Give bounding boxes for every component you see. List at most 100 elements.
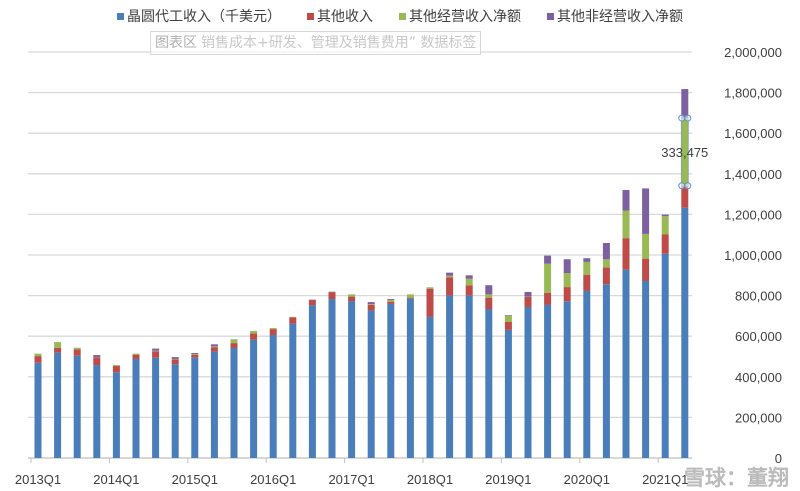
bar-segment-2019Q3-s2 <box>544 263 552 293</box>
y-tick-label: 800,000 <box>735 289 782 304</box>
bar-segment-2017Q3-s0 <box>387 303 395 458</box>
bar-segment-2018Q2-s3 <box>446 272 454 276</box>
bar-segment-2019Q4-s0 <box>563 301 571 458</box>
bar-segment-2017Q3-s3 <box>387 299 395 301</box>
bar-segment-2014Q4-s3 <box>171 357 179 359</box>
x-tick-label: 2014Q1 <box>93 472 139 487</box>
bar-segment-2017Q2-s3 <box>367 302 375 305</box>
legend: 晶圆代工收入（千美元） 其他收入 其他经营收入净额 其他非经营收入净额 <box>0 6 800 26</box>
bar-segment-2020Q2-s1 <box>602 267 610 285</box>
bar-segment-2017Q1-s0 <box>348 301 356 458</box>
bar-segment-2019Q3-s0 <box>544 304 552 458</box>
bar-segment-2018Q1-s1 <box>426 288 434 317</box>
bar-segment-2021Q2-s1 <box>681 185 689 208</box>
bar-segment-2020Q4-s2 <box>642 233 650 259</box>
bar-segment-2021Q1-s3 <box>661 214 669 217</box>
watermark: 雪球：董翔 <box>684 466 789 490</box>
bar-segment-2020Q2-s3 <box>602 243 610 260</box>
bar-segment-2013Q1-s0 <box>34 362 42 458</box>
bar-segment-2018Q3-s1 <box>465 285 473 296</box>
bar-segment-2019Q1-s2 <box>504 315 512 322</box>
bar-segment-2016Q1-s2 <box>269 328 277 330</box>
bar-segment-2016Q2-s1 <box>289 317 297 324</box>
bar-segment-2014Q3-s2 <box>152 350 160 352</box>
bar-segment-2020Q4-s3 <box>642 188 650 234</box>
bar-segment-2019Q1-s0 <box>504 329 512 458</box>
bar-segment-2019Q4-s1 <box>563 287 571 302</box>
bar-segment-2019Q2-s0 <box>524 306 532 458</box>
data-label: 333,475 <box>661 145 708 160</box>
y-tick-label: 600,000 <box>735 329 782 344</box>
bar-segment-2013Q3-s2 <box>73 347 81 350</box>
legend-item-other-non-operating: 其他非经营收入净额 <box>547 6 683 26</box>
bar-segment-2016Q1-s1 <box>269 329 277 335</box>
bar-segment-2018Q2-s2 <box>446 275 454 278</box>
bar-segment-2021Q1-s1 <box>661 234 669 254</box>
x-tick-label: 2013Q1 <box>15 472 61 487</box>
tooltip-label: 图表区 <box>155 35 197 51</box>
bar-segment-2016Q4-s1 <box>328 292 336 300</box>
bar-segment-2020Q1-s2 <box>583 261 591 275</box>
bar-segment-2017Q2-s2 <box>367 304 375 305</box>
y-tick-label: 1,200,000 <box>724 207 782 222</box>
bar-segment-2020Q2-s0 <box>602 284 610 458</box>
bar-segment-2019Q3-s3 <box>544 255 552 264</box>
legend-swatch <box>399 12 406 20</box>
selection-handle <box>684 114 692 122</box>
bar-segment-2015Q4-s1 <box>250 333 258 340</box>
tooltip: 图表区 销售成本+研发、管理及销售费用” 数据标签 <box>150 31 482 55</box>
bar-segment-2016Q2-s0 <box>289 323 297 458</box>
bar-segment-2014Q2-s1 <box>132 354 140 359</box>
bar-segment-2013Q2-s1 <box>54 347 62 353</box>
bar-segment-2020Q3-s0 <box>622 269 630 458</box>
bar-segment-2017Q1-s1 <box>348 296 356 302</box>
bar-segment-2014Q2-s0 <box>132 358 140 458</box>
bar-segment-2013Q1-s2 <box>34 353 42 357</box>
bar-segment-2019Q4-s2 <box>563 273 571 288</box>
bar-segment-2021Q2-s3 <box>681 89 689 119</box>
bar-segment-2013Q2-s2 <box>54 342 62 348</box>
bar-segment-2014Q1-s0 <box>112 372 120 458</box>
y-tick-label: 400,000 <box>735 370 782 385</box>
legend-label: 晶圆代工收入（千美元） <box>127 9 281 25</box>
bar-segment-2020Q1-s3 <box>583 258 591 262</box>
bar-segment-2013Q4-s1 <box>93 357 101 366</box>
bar-segment-2014Q1-s2 <box>112 365 120 367</box>
bar-segment-2015Q2-s3 <box>210 344 218 347</box>
bar-segment-2021Q1-s0 <box>661 253 669 458</box>
bar-segment-2020Q2-s2 <box>602 259 610 268</box>
bar-segment-2017Q2-s1 <box>367 304 375 311</box>
bar-segment-2013Q3-s0 <box>73 355 81 458</box>
bar-segment-2015Q2-s1 <box>210 347 218 352</box>
bar-segment-2014Q4-s2 <box>171 358 179 360</box>
selection-handle <box>678 114 686 122</box>
bar-segment-2014Q3-s0 <box>152 357 160 458</box>
bar-segment-2017Q4-s2 <box>406 294 414 298</box>
bar-segment-2020Q4-s0 <box>642 280 650 458</box>
bar-segment-2016Q1-s0 <box>269 334 277 458</box>
selection-handle <box>684 182 692 190</box>
bar-segment-2015Q2-s2 <box>210 346 218 348</box>
bar-segment-2021Q2-s0 <box>681 207 689 458</box>
bar-segment-2018Q1-s2 <box>426 287 434 289</box>
bar-segment-2014Q4-s0 <box>171 364 179 458</box>
legend-swatch <box>547 12 554 20</box>
bar-segment-2020Q1-s0 <box>583 290 591 458</box>
y-tick-label: 2,000,000 <box>724 45 782 60</box>
x-tick-label: 2017Q1 <box>328 472 374 487</box>
bar-segment-2019Q3-s1 <box>544 292 552 305</box>
bar-segment-2016Q4-s0 <box>328 299 336 458</box>
selection-handle <box>678 182 686 190</box>
bar-segment-2015Q3-s0 <box>230 347 238 458</box>
y-tick-label: 1,600,000 <box>724 126 782 141</box>
x-tick-label: 2015Q1 <box>172 472 218 487</box>
bar-segment-2014Q1-s1 <box>112 366 120 373</box>
bar-segment-2021Q1-s2 <box>661 216 669 235</box>
bar-segment-2016Q3-s1 <box>308 300 316 306</box>
legend-item-other-revenue: 其他收入 <box>307 6 373 26</box>
bar-segment-2017Q3-s2 <box>387 300 395 302</box>
bar-segment-2018Q2-s0 <box>446 295 454 458</box>
x-tick-label: 2021Q1 <box>642 472 688 487</box>
bar-segment-2020Q3-s2 <box>622 210 630 239</box>
